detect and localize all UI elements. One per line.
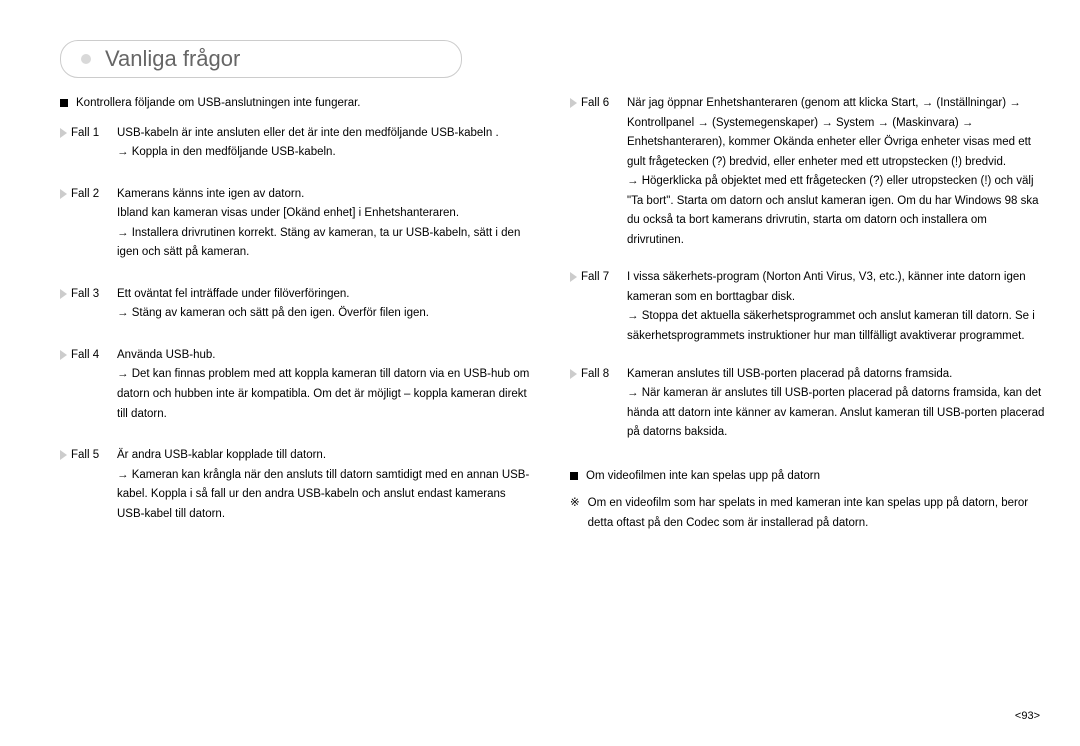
fall-body: Ett oväntat fel inträffade under filöver… [117,285,536,324]
fall-row: Fall 4 Använda USB-hub. Det kan finnas p… [60,346,536,424]
chevron-right-icon [570,98,577,108]
fall-body: Kamerans känns inte igen av datorn. Ibla… [117,185,536,263]
fall-action: Stoppa det aktuella säkerhetsprogrammet … [627,307,1046,346]
chevron-right-icon [60,128,67,138]
chevron-right-icon [60,350,67,360]
fall-row: Fall 6 När jag öppnar Enhetshanteraren (… [570,94,1046,250]
fall-action: Stäng av kameran och sätt på den igen. Ö… [117,304,536,324]
fall-label: Fall 1 [71,124,117,144]
section-header-row: Kontrollera följande om USB-anslutningen… [60,94,536,114]
fall-body: I vissa säkerhets-program (Norton Anti V… [627,268,1046,346]
fall-label: Fall 6 [581,94,627,114]
fall-action: När kameran är anslutes till USB-porten … [627,384,1046,443]
fall-action: Kameran kan krångla när den ansluts till… [117,466,536,525]
chevron-right-icon [60,450,67,460]
fall-row: Fall 8 Kameran anslutes till USB-porten … [570,365,1046,443]
fall-label: Fall 8 [581,365,627,385]
fall-text: USB-kabeln är inte ansluten eller det är… [117,124,536,144]
fall-body: USB-kabeln är inte ansluten eller det är… [117,124,536,163]
fall-body: Kameran anslutes till USB-porten placera… [627,365,1046,443]
fall-text: Ett oväntat fel inträffade under filöver… [117,285,536,305]
title-pill: Vanliga frågor [60,40,462,78]
content-columns: Kontrollera följande om USB-anslutningen… [60,94,1046,533]
fall-text: När jag öppnar Enhetshanteraren (genom a… [627,94,1046,172]
fall-action: Det kan finnas problem med att koppla ka… [117,365,536,424]
note-text: Om en videofilm som har spelats in med k… [588,494,1046,533]
square-bullet-icon [60,99,68,107]
fall-text: Kameran anslutes till USB-porten placera… [627,365,1046,385]
left-column: Kontrollera följande om USB-anslutningen… [60,94,536,533]
fall-label: Fall 7 [581,268,627,288]
fall-action: Koppla in den medföljande USB-kabeln. [117,143,536,163]
title-dot-icon [81,54,91,64]
fall-row: Fall 7 I vissa säkerhets-program (Norton… [570,268,1046,346]
fall-action: Installera drivrutinen korrekt. Stäng av… [117,224,536,263]
fall-text: Kamerans känns inte igen av datorn. [117,185,536,205]
chevron-right-icon [60,289,67,299]
fall-row: Fall 1 USB-kabeln är inte ansluten eller… [60,124,536,163]
chevron-right-icon [570,272,577,282]
right-column: Fall 6 När jag öppnar Enhetshanteraren (… [570,94,1046,533]
fall-text: I vissa säkerhets-program (Norton Anti V… [627,268,1046,307]
section-header-row: Om videofilmen inte kan spelas upp på da… [570,467,1046,487]
fall-text2: Ibland kan kameran visas under [Okänd en… [117,204,536,224]
fall-text: Använda USB-hub. [117,346,536,366]
fall-row: Fall 5 Är andra USB-kablar kopplade till… [60,446,536,524]
fall-label: Fall 2 [71,185,117,205]
note-row: ※ Om en videofilm som har spelats in med… [570,494,1046,533]
fall-body: Är andra USB-kablar kopplade till datorn… [117,446,536,524]
fall-label: Fall 4 [71,346,117,366]
fall-row: Fall 3 Ett oväntat fel inträffade under … [60,285,536,324]
asterisk-icon: ※ [570,494,580,514]
section-header-text: Kontrollera följande om USB-anslutningen… [76,94,360,114]
fall-label: Fall 3 [71,285,117,305]
section-header-text: Om videofilmen inte kan spelas upp på da… [586,467,820,487]
fall-action: Högerklicka på objektet med ett frågetec… [627,172,1046,250]
fall-text: Är andra USB-kablar kopplade till datorn… [117,446,536,466]
fall-row: Fall 2 Kamerans känns inte igen av dator… [60,185,536,263]
manual-page: Vanliga frågor Kontrollera följande om U… [0,0,1080,746]
chevron-right-icon [60,189,67,199]
chevron-right-icon [570,369,577,379]
square-bullet-icon [570,472,578,480]
fall-label: Fall 5 [71,446,117,466]
page-number: <93> [1015,707,1040,726]
page-title: Vanliga frågor [105,40,240,77]
fall-body: När jag öppnar Enhetshanteraren (genom a… [627,94,1046,250]
fall-body: Använda USB-hub. Det kan finnas problem … [117,346,536,424]
